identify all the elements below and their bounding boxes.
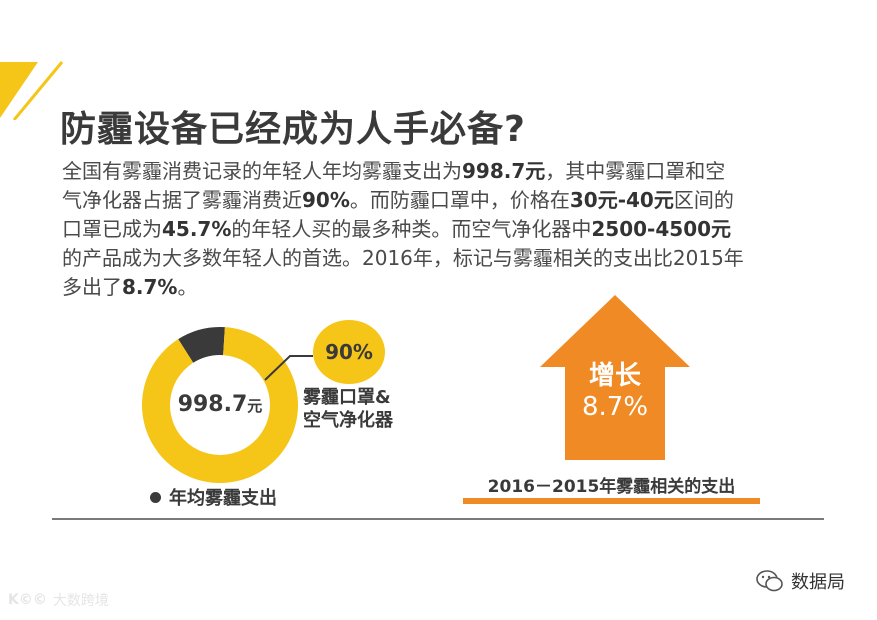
growth-label: 增长	[588, 361, 641, 391]
donut-slice-0	[141, 327, 298, 483]
paragraph-line-2: 气净化器占据了雾霾消费近90%。而防霾口罩中，价格在30元-40元区间的	[62, 188, 734, 212]
legend-dot	[150, 491, 161, 503]
donut-legend: 年均雾霾支出	[150, 484, 277, 510]
description-paragraph: 全国有雾霾消费记录的年轻人年均雾霾支出为998.7元，其中雾霾口罩和空 气净化器…	[62, 157, 832, 302]
donut-center-value: 998.7元	[177, 392, 263, 417]
highlight-share: 90%	[302, 188, 350, 212]
callout-connector	[264, 355, 313, 381]
highlight-annual-spend: 998.7元	[462, 159, 546, 183]
donut-slice-1	[178, 327, 225, 363]
watermark: K©© 大数跨境	[8, 590, 109, 610]
highlight-mask-percent: 45.7%	[162, 217, 232, 241]
growth-arrow-text: 增长 8.7%	[540, 362, 690, 424]
paragraph-line-1: 全国有雾霾消费记录的年轻人年均雾霾支出为998.7元，其中雾霾口罩和空	[62, 159, 726, 183]
highlight-growth: 8.7%	[122, 275, 178, 299]
caption-underline	[463, 498, 760, 504]
brand: 数据局	[755, 568, 845, 594]
brand-name: 数据局	[791, 572, 845, 593]
segment-label: 雾霾口罩& 空气净化器	[303, 387, 393, 431]
paragraph-line-5: 多出了8.7%。	[62, 275, 198, 299]
paragraph-line-3: 口罩已成为45.7%的年轻人买的最多种类。而空气净化器中2500-4500元	[62, 217, 732, 241]
growth-arrow	[540, 295, 690, 460]
wechat-icon	[756, 570, 783, 592]
bottom-divider	[52, 518, 824, 520]
watermark-text: 大数跨境	[52, 593, 109, 609]
donut-chart	[141, 327, 313, 483]
growth-caption: 2016－2015年雾霾相关的支出	[487, 477, 736, 497]
paragraph-line-4: 的产品成为大多数年轻人的首选。2016年，标记与雾霾相关的支出比2015年	[62, 246, 744, 270]
legend-text: 年均雾霾支出	[169, 488, 277, 509]
highlight-purifier-range: 2500-4500元	[591, 217, 732, 241]
donut-center-unit: 元	[247, 397, 263, 415]
highlight-price-range: 30元-40元	[569, 188, 674, 212]
corner-decoration	[0, 61, 64, 120]
growth-value: 8.7%	[581, 392, 649, 422]
percent-badge: 90%	[313, 320, 385, 384]
watermark-logo: K©©	[8, 592, 47, 608]
page-title: 防霾设备已经成为人手必备?	[60, 109, 526, 150]
